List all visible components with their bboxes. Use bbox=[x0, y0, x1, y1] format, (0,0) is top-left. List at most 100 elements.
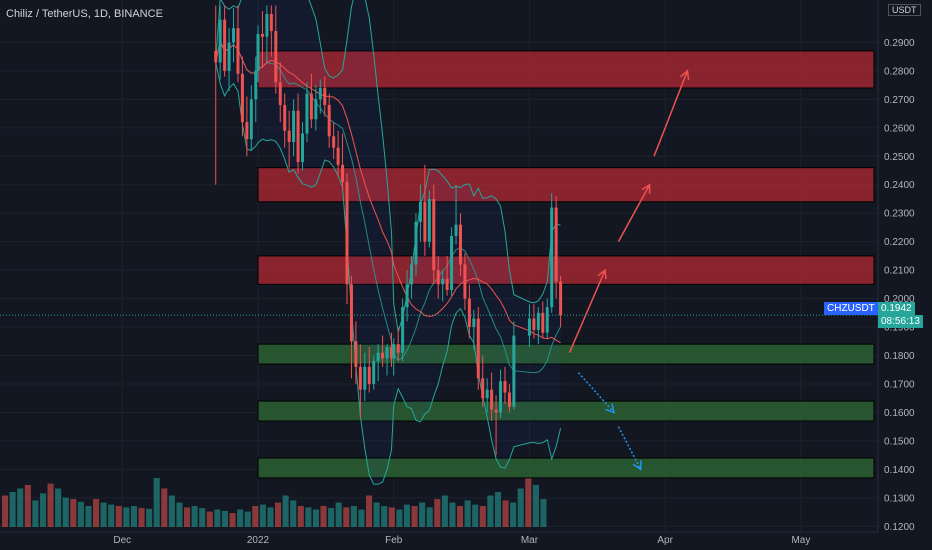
price-tick-label: 0.1400 bbox=[884, 465, 915, 476]
arrow-head bbox=[632, 460, 642, 471]
volume-bar bbox=[312, 509, 319, 527]
volume-bar bbox=[123, 507, 130, 527]
candle-body bbox=[545, 307, 549, 333]
volume-bar bbox=[479, 506, 486, 527]
volume-bar bbox=[47, 483, 54, 527]
price-tick-label: 0.2100 bbox=[884, 266, 915, 277]
volume-bar bbox=[24, 485, 31, 527]
volume-bar bbox=[275, 502, 282, 527]
volume-bar bbox=[62, 497, 69, 527]
candle-body bbox=[485, 389, 489, 399]
candle-body bbox=[341, 164, 345, 182]
price-tick-label: 0.1800 bbox=[884, 351, 915, 362]
candle-body bbox=[532, 318, 536, 330]
volume-bar bbox=[381, 506, 388, 527]
volume-bar bbox=[100, 502, 107, 527]
resistance-zone bbox=[257, 167, 875, 203]
volume-bar bbox=[259, 504, 266, 527]
support-zone bbox=[257, 343, 875, 365]
candle-body bbox=[227, 42, 231, 71]
volume-bar bbox=[419, 502, 426, 527]
candle-body bbox=[458, 224, 462, 265]
volume-bar bbox=[517, 488, 524, 527]
projection-arrows bbox=[568, 69, 690, 471]
candle-body bbox=[381, 352, 385, 359]
volume-bar bbox=[108, 504, 115, 527]
projection-arrow-down bbox=[577, 372, 616, 414]
bollinger-upper bbox=[215, 0, 561, 332]
time-tick-label: Apr bbox=[657, 535, 673, 546]
volume-bar bbox=[358, 509, 365, 527]
candle-body bbox=[345, 181, 349, 285]
candle-body bbox=[358, 366, 362, 390]
support-zone bbox=[257, 457, 875, 479]
price-axis[interactable]: 0.1200 0.1300 0.1400 0.1500 0.1600 0.1700 0.18… bbox=[884, 38, 915, 533]
projection-arrow-up bbox=[617, 183, 651, 243]
candle-body bbox=[418, 201, 422, 222]
candle-body bbox=[554, 207, 558, 282]
candle-body bbox=[559, 281, 563, 316]
bollinger-basis bbox=[215, 39, 562, 374]
candle-body bbox=[249, 99, 253, 140]
candle-body bbox=[232, 28, 236, 43]
volume-bar bbox=[457, 506, 464, 527]
candle-body bbox=[490, 389, 494, 410]
volume-bars bbox=[2, 478, 547, 527]
bollinger-fill bbox=[215, 0, 561, 485]
candle-body bbox=[450, 235, 454, 291]
price-tick-label: 0.1500 bbox=[884, 436, 915, 447]
volume-bar bbox=[77, 501, 84, 527]
volume-bar bbox=[494, 492, 501, 527]
candle-body bbox=[390, 346, 393, 359]
candle-body bbox=[223, 19, 227, 71]
candle-body bbox=[305, 93, 309, 134]
price-tick-label: 0.1600 bbox=[884, 408, 915, 419]
volume-bar bbox=[350, 506, 357, 527]
volume-bar bbox=[32, 500, 39, 527]
candle-body bbox=[396, 344, 400, 353]
volume-bar bbox=[138, 508, 145, 527]
time-tick-label: May bbox=[791, 535, 810, 546]
time-tick-label: Mar bbox=[521, 535, 539, 546]
candle-body bbox=[367, 366, 371, 384]
candle-body bbox=[503, 381, 507, 393]
candle-body bbox=[472, 318, 476, 328]
candle-body bbox=[536, 312, 540, 330]
volume-bar bbox=[267, 507, 274, 527]
arrow-shaft bbox=[653, 70, 689, 157]
candle-body bbox=[269, 13, 273, 32]
candle-body bbox=[481, 378, 485, 399]
volume-bar bbox=[502, 500, 509, 527]
volume-bar bbox=[85, 506, 92, 527]
candle-body bbox=[332, 136, 336, 148]
arrow-shaft bbox=[577, 372, 615, 413]
candle-body bbox=[265, 13, 269, 37]
candle-body bbox=[256, 33, 260, 71]
bollinger-lower bbox=[215, 62, 562, 485]
candle-body bbox=[441, 278, 445, 285]
volume-bar bbox=[39, 493, 46, 527]
time-tick-label: Feb bbox=[385, 535, 403, 546]
projection-arrow-up bbox=[568, 268, 607, 353]
price-tick-label: 0.2000 bbox=[884, 294, 915, 305]
moving-average bbox=[215, 39, 561, 344]
candle-body bbox=[507, 392, 511, 407]
price-tick-label: 0.1200 bbox=[884, 522, 915, 533]
price-tick-label: 0.2200 bbox=[884, 237, 915, 248]
volume-bar bbox=[449, 502, 456, 527]
candle-body bbox=[432, 198, 436, 271]
price-zones bbox=[257, 50, 875, 479]
candle-body bbox=[309, 93, 313, 120]
time-tick-label: Dec bbox=[113, 535, 131, 546]
time-tick-label: 2022 bbox=[247, 535, 270, 546]
candle-body bbox=[318, 87, 322, 100]
projection-arrow-up bbox=[653, 69, 690, 157]
time-axis[interactable]: Dec 2022 Feb Mar Apr May bbox=[113, 535, 810, 546]
volume-bar bbox=[93, 499, 100, 527]
candle-body bbox=[245, 122, 249, 140]
candle-body bbox=[463, 264, 467, 299]
candle-body bbox=[323, 87, 327, 106]
candle-body bbox=[541, 312, 545, 333]
volume-bar bbox=[510, 502, 517, 527]
